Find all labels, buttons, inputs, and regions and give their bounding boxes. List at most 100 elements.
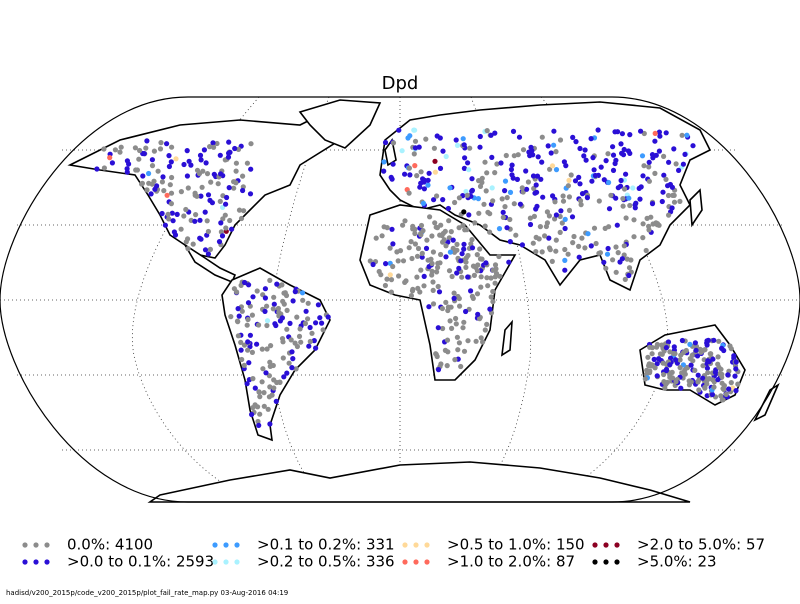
station: [471, 272, 477, 278]
station: [271, 294, 277, 300]
station: [240, 187, 246, 194]
station: [712, 369, 719, 375]
station: [666, 159, 672, 165]
station: [669, 205, 675, 211]
station: [492, 262, 499, 268]
station: [640, 173, 646, 179]
station: [412, 241, 418, 247]
station: [256, 322, 262, 328]
station: [190, 241, 196, 247]
station: [700, 347, 706, 353]
station: [411, 151, 417, 157]
station: [419, 250, 425, 256]
station: [474, 268, 480, 274]
station: [469, 245, 476, 251]
station: [484, 170, 490, 176]
station: [469, 188, 475, 194]
station: [313, 320, 319, 326]
station: [690, 143, 696, 149]
station: [644, 367, 650, 373]
legend-label: >0.5 to 1.0%: 150: [447, 536, 585, 554]
station: [678, 385, 684, 391]
legend-marker: [22, 542, 28, 548]
station: [429, 272, 435, 278]
station: [204, 218, 210, 224]
station: [390, 263, 396, 270]
station: [109, 160, 115, 166]
station: [171, 229, 177, 235]
station: [288, 337, 294, 343]
station: [476, 210, 482, 216]
station: [238, 339, 244, 345]
station: [447, 249, 453, 255]
station: [181, 213, 187, 219]
station: [702, 384, 708, 390]
station: [591, 167, 597, 173]
station: [502, 178, 509, 184]
station: [566, 177, 572, 183]
station: [239, 308, 245, 314]
station: [619, 256, 626, 262]
station: [325, 314, 331, 320]
station: [443, 243, 449, 249]
station: [430, 287, 436, 293]
station: [598, 164, 604, 170]
station: [464, 192, 470, 198]
station: [259, 346, 265, 352]
station: [431, 197, 437, 203]
station: [233, 168, 239, 174]
station: [568, 172, 574, 178]
station: [530, 152, 536, 158]
station: [627, 132, 633, 138]
station: [161, 188, 167, 194]
station: [424, 237, 430, 243]
station: [692, 340, 699, 346]
station: [408, 239, 414, 245]
station: [715, 377, 721, 383]
station: [690, 358, 696, 364]
station: [174, 211, 180, 217]
station: [461, 209, 467, 215]
station: [442, 347, 448, 353]
station: [735, 381, 741, 387]
station: [205, 192, 212, 198]
station: [546, 213, 553, 219]
station: [167, 182, 173, 188]
station: [507, 239, 513, 245]
station: [618, 177, 624, 184]
station: [452, 357, 458, 363]
station: [462, 155, 468, 161]
station: [562, 257, 568, 263]
station: [490, 288, 496, 295]
station: [578, 202, 584, 208]
station: [426, 304, 432, 310]
station: [390, 241, 396, 247]
map-frame: [0, 96, 800, 503]
station: [261, 390, 267, 396]
station: [659, 351, 665, 357]
station: [101, 165, 107, 171]
station: [402, 171, 408, 177]
station: [572, 178, 579, 184]
station: [463, 259, 469, 265]
station: [418, 222, 425, 229]
station: [311, 338, 317, 344]
station: [484, 275, 490, 281]
station: [733, 359, 739, 365]
station: [399, 148, 405, 154]
station: [447, 185, 453, 191]
station: [667, 374, 673, 380]
station: [296, 333, 303, 339]
station: [421, 273, 427, 279]
station: [511, 201, 517, 207]
legend-label: 0.0%: 4100: [67, 536, 153, 554]
station: [415, 245, 422, 252]
station: [506, 259, 512, 265]
station: [245, 316, 251, 323]
station: [708, 351, 714, 357]
station: [553, 237, 559, 243]
station: [223, 225, 229, 231]
station: [687, 341, 693, 347]
station: [613, 195, 619, 201]
station: [508, 166, 514, 173]
